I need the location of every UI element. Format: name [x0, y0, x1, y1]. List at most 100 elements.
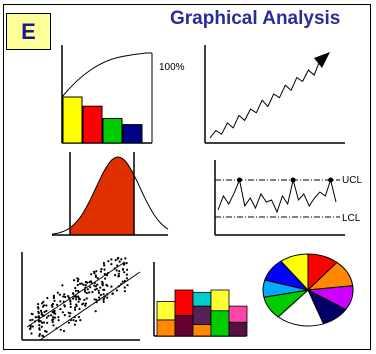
column-segment [192, 291, 212, 307]
scatter-point [39, 309, 43, 312]
scatter-point [53, 309, 56, 313]
scatter-point [56, 303, 59, 306]
control-out-of-limit-point [328, 177, 334, 183]
lcl-label: LCL [342, 213, 361, 224]
scatter-point [97, 291, 101, 295]
scatter-point [76, 280, 79, 283]
scatter-point [83, 298, 86, 301]
scatter-point [89, 280, 93, 283]
scatter-point [95, 287, 98, 290]
pareto-chart: 100% [61, 45, 185, 144]
scatter-point [77, 315, 80, 319]
scatter-point [117, 272, 120, 275]
scatter-point [78, 282, 82, 285]
section-badge: E [6, 13, 51, 50]
scatter-point [74, 306, 77, 309]
scatter-point [107, 260, 110, 263]
scatter-point [110, 258, 113, 261]
column-segment [192, 324, 212, 337]
pie-slice [277, 289, 325, 327]
column-segment [156, 319, 176, 337]
scatter-point [67, 311, 70, 314]
scatter-point [121, 267, 125, 271]
scatter-point [92, 270, 96, 273]
scatter-point [103, 264, 106, 267]
scatter-point [59, 308, 62, 311]
scatter-point [125, 262, 128, 265]
scatter-point [118, 270, 121, 273]
scatter-point [84, 304, 87, 307]
scatter-point [124, 257, 127, 260]
scatter-point [97, 289, 100, 292]
scatter-point [40, 313, 43, 316]
scatter-point [38, 324, 41, 327]
scatter-point [120, 258, 123, 261]
scatter-point [50, 314, 53, 317]
scatter-point [41, 321, 44, 324]
scatter-point [95, 270, 98, 273]
pareto-bar [102, 117, 123, 144]
scatter-point [51, 320, 54, 324]
scatter-point [72, 319, 75, 322]
pareto-bar [82, 105, 103, 144]
scatter-point [117, 256, 120, 259]
scatter-point [76, 283, 79, 287]
scatter-point [90, 273, 93, 276]
scatter-point [73, 279, 76, 282]
scatter-point [35, 316, 38, 319]
scatter-point [74, 319, 78, 323]
scatter-point [31, 325, 34, 328]
column-segment [228, 305, 248, 323]
ucl-label: UCL [342, 175, 362, 186]
pie-chart [262, 253, 354, 327]
scatter-point [103, 268, 106, 271]
scatter-point [74, 286, 77, 290]
scatter-point [89, 286, 92, 289]
scatter-point [69, 305, 72, 309]
scatter-point [39, 320, 42, 323]
scatter-point [79, 319, 82, 322]
scatter-point [73, 323, 76, 326]
scatter-point [51, 302, 55, 306]
scatter-point [126, 284, 129, 287]
scatter-point [37, 303, 40, 306]
scatter-point [59, 328, 62, 331]
scatter-point [123, 271, 126, 274]
scatter-point [94, 275, 98, 278]
scatter-point [51, 305, 54, 308]
column-segment [210, 289, 230, 312]
scatter-point [72, 292, 75, 295]
scatter-point [96, 277, 99, 280]
scatter-point [114, 259, 117, 262]
scatter-point [62, 295, 65, 298]
scatter-point [45, 330, 48, 333]
scatter-point [40, 325, 43, 328]
scatter-point [103, 288, 106, 291]
scatter-point [31, 318, 34, 321]
scatter-point [126, 268, 129, 271]
scatter-point [67, 321, 70, 324]
pareto-bar [62, 96, 83, 144]
scatter-point [52, 294, 56, 297]
control-out-of-limit-point [290, 177, 296, 183]
scatter-point [121, 280, 124, 283]
scatter-point [42, 335, 45, 338]
scatter-point [93, 284, 96, 287]
control-out-of-limit-point [236, 177, 242, 183]
scatter-point [96, 283, 99, 286]
trend-chart [204, 45, 345, 144]
scatter-point [99, 293, 102, 297]
scatter-point [123, 290, 126, 293]
scatter-regression-line-lower [39, 271, 141, 341]
scatter-point [77, 300, 80, 303]
scatter-point [94, 310, 97, 313]
scatter-point [52, 324, 55, 327]
column-segment [228, 321, 248, 337]
control-chart: UCL LCL [214, 160, 362, 236]
scatter-point [95, 298, 98, 301]
distribution-curve [51, 156, 169, 235]
scatter-point [37, 311, 40, 315]
scatter-point [85, 297, 88, 300]
scatter-point [84, 284, 87, 287]
